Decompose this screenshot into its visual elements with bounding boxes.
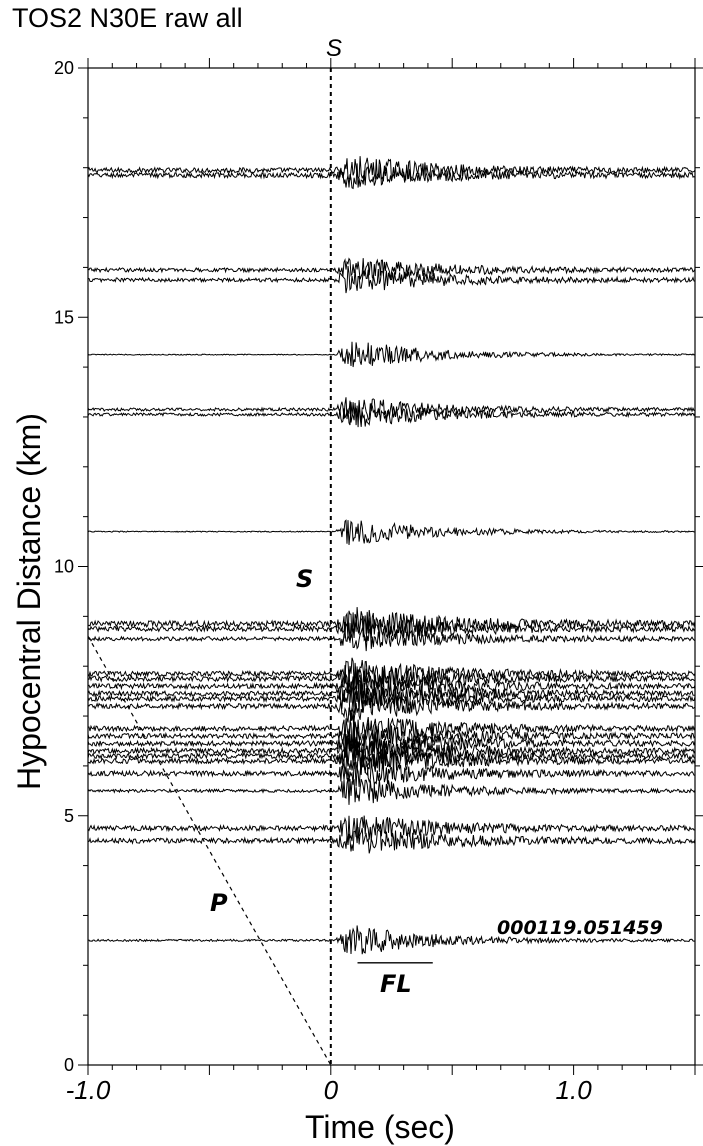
seismic-trace	[87, 815, 696, 842]
seismic-trace	[87, 657, 696, 690]
y-ticks: 0 5 10 15 20	[54, 58, 703, 1075]
seismic-trace	[87, 397, 696, 423]
y-axis-label: Hypocentral Distance (km)	[11, 413, 47, 790]
seismic-trace	[87, 747, 696, 776]
seismic-trace	[87, 669, 696, 699]
seismic-trace	[87, 163, 696, 190]
event-id-label: 000119.051459	[497, 917, 663, 939]
seismic-trace	[87, 401, 696, 428]
x-tick-label: 0	[324, 1075, 339, 1105]
plot-frame	[87, 67, 696, 1066]
seismic-trace	[87, 760, 696, 787]
p-label: P	[210, 889, 228, 917]
y-tick-label: 20	[54, 58, 74, 78]
chart-title: TOS2 N30E raw all	[12, 3, 243, 33]
seismic-trace	[87, 827, 696, 854]
seismic-trace	[88, 712, 696, 745]
y-tick-label: 0	[64, 1055, 74, 1075]
seismic-trace	[87, 719, 696, 753]
seismic-trace	[87, 612, 696, 643]
seismic-trace	[87, 156, 696, 182]
seismic-trace	[87, 341, 696, 368]
seismic-trace	[87, 257, 696, 281]
seismic-trace	[87, 662, 696, 695]
seismic-trace	[88, 265, 696, 294]
x-axis-label: Time (sec)	[305, 1109, 455, 1145]
p-arrival-line	[87, 635, 332, 1066]
top-s-marker-label: S	[326, 35, 342, 62]
y-tick-label: 15	[54, 307, 74, 327]
x-tick-label: -1.0	[66, 1075, 111, 1105]
seismic-trace	[87, 519, 696, 545]
s-label: S	[296, 565, 313, 593]
seismic-trace	[87, 627, 696, 652]
trace-group	[87, 156, 696, 955]
seismic-trace	[87, 925, 696, 955]
seismic-trace	[87, 690, 696, 723]
seismic-trace	[87, 683, 696, 716]
fl-label: FL	[380, 970, 412, 998]
seismic-trace	[87, 607, 696, 639]
x-ticks: -1.0 0 1.0	[66, 58, 696, 1105]
y-tick-label: 5	[64, 806, 74, 826]
seismic-trace	[87, 728, 696, 757]
seismic-trace	[87, 777, 696, 805]
x-tick-label: 1.0	[556, 1075, 593, 1105]
y-tick-label: 10	[54, 557, 74, 577]
